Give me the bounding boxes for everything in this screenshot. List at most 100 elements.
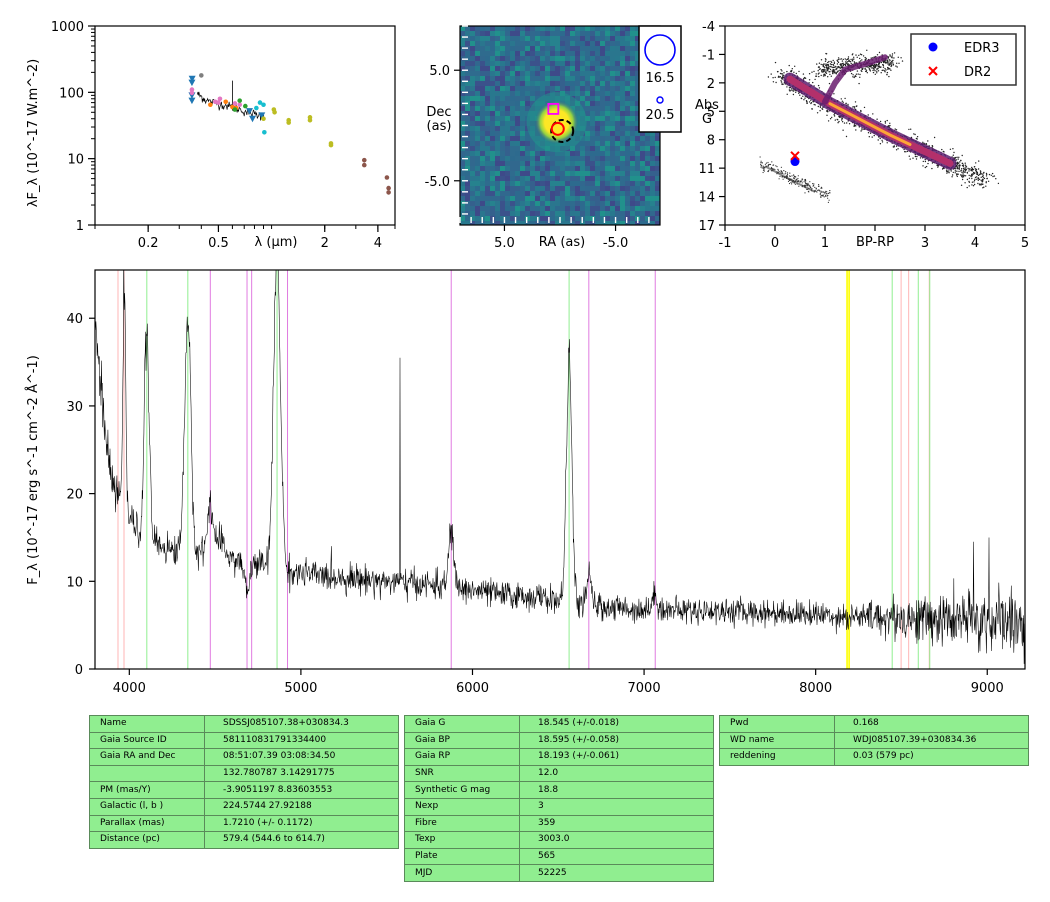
image-pixel	[490, 216, 495, 221]
hr-background-star	[806, 101, 808, 103]
image-pixel	[505, 66, 510, 71]
hr-background-star	[844, 97, 846, 100]
sed-photometry-point	[272, 110, 277, 115]
image-pixel	[500, 31, 505, 36]
hr-background-star	[760, 166, 762, 168]
image-pixel	[605, 71, 610, 76]
image-pixel	[490, 211, 495, 216]
hr-background-star	[855, 105, 857, 108]
image-pixel	[605, 131, 610, 136]
hr-y-tick-label: 5	[707, 105, 715, 120]
image-pixel	[495, 136, 500, 141]
hr-background-star	[950, 170, 952, 172]
image-pixel	[595, 176, 600, 181]
image-pixel	[545, 66, 550, 71]
image-pixel	[600, 26, 605, 31]
image-pixel	[550, 171, 555, 176]
hr-background-star	[767, 170, 769, 172]
image-pixel	[485, 166, 490, 171]
image-pixel	[650, 156, 655, 161]
hr-background-star	[794, 65, 796, 68]
image-pixel	[575, 96, 580, 101]
hr-background-star	[875, 64, 877, 66]
image-pixel	[510, 126, 515, 131]
image-pixel	[510, 31, 515, 36]
hr-background-star	[961, 164, 964, 167]
image-pixel	[500, 141, 505, 146]
image-pixel	[485, 66, 490, 71]
image-pixel	[540, 46, 545, 51]
hr-background-star	[975, 162, 977, 164]
image-pixel	[485, 151, 490, 156]
info-table-row: Distance (pc) 579.4 (544.6 to 614.7)	[89, 831, 399, 849]
image-pixel	[595, 181, 600, 186]
image-pixel	[595, 166, 600, 171]
image-pixel	[610, 156, 615, 161]
image-pixel	[650, 151, 655, 156]
hr-background-star	[866, 72, 868, 74]
image-pixel	[610, 146, 615, 151]
hr-background-star	[832, 72, 834, 74]
hr-background-star	[805, 180, 807, 182]
image-pixel	[465, 151, 470, 156]
image-pixel	[595, 161, 600, 166]
image-pixel	[590, 86, 595, 91]
image-pixel	[580, 71, 585, 76]
image-pixel	[525, 191, 530, 196]
hr-background-star	[889, 55, 891, 57]
hr-background-star	[820, 195, 822, 197]
hr-background-star	[786, 93, 788, 96]
image-pixel	[615, 101, 620, 106]
hr-background-star	[961, 162, 963, 164]
image-pixel	[460, 176, 465, 181]
image-pixel	[470, 41, 475, 46]
image-pixel	[640, 216, 645, 221]
image-pixel	[590, 46, 595, 51]
hr-background-star	[845, 59, 847, 61]
hr-background-star	[855, 73, 858, 75]
image-pixel	[575, 66, 580, 71]
image-ylabel: Dec (as)	[426, 105, 451, 134]
hr-background-star	[840, 98, 842, 100]
image-pixel	[615, 186, 620, 191]
image-pixel	[480, 76, 485, 81]
image-pixel	[615, 211, 620, 216]
image-pixel	[495, 91, 500, 96]
image-pixel	[580, 41, 585, 46]
image-pixel	[505, 116, 510, 121]
image-pixel	[560, 61, 565, 66]
image-pixel	[505, 81, 510, 86]
sed-xlabel: λ (μm)	[255, 235, 298, 250]
image-pixel	[580, 136, 585, 141]
image-pixel	[615, 196, 620, 201]
image-pixel	[535, 206, 540, 211]
image-pixel	[635, 181, 640, 186]
image-pixel	[635, 101, 640, 106]
hr-background-star	[882, 64, 885, 67]
hr-background-star	[895, 149, 898, 151]
image-pixel	[490, 26, 495, 31]
info-key: Gaia Source ID	[89, 731, 205, 750]
hr-background-star	[973, 183, 976, 186]
image-pixel	[530, 161, 535, 166]
info-key: MJD	[404, 864, 520, 882]
image-pixel	[585, 146, 590, 151]
image-pixel	[650, 166, 655, 171]
image-pixel	[565, 216, 570, 221]
hr-background-star	[991, 172, 994, 175]
image-pixel	[560, 71, 565, 76]
hr-background-star	[778, 75, 780, 78]
hr-background-star	[793, 71, 795, 74]
hr-background-star	[881, 69, 883, 72]
image-pixel	[560, 56, 565, 61]
image-pixel	[555, 66, 560, 71]
hr-background-star	[961, 175, 963, 178]
image-pixel	[645, 146, 650, 151]
image-pixel	[595, 201, 600, 206]
hr-background-star	[795, 91, 797, 94]
image-pixel	[475, 221, 480, 225]
image-pixel	[540, 206, 545, 211]
hr-background-star	[840, 63, 842, 65]
image-pixel	[645, 141, 650, 146]
